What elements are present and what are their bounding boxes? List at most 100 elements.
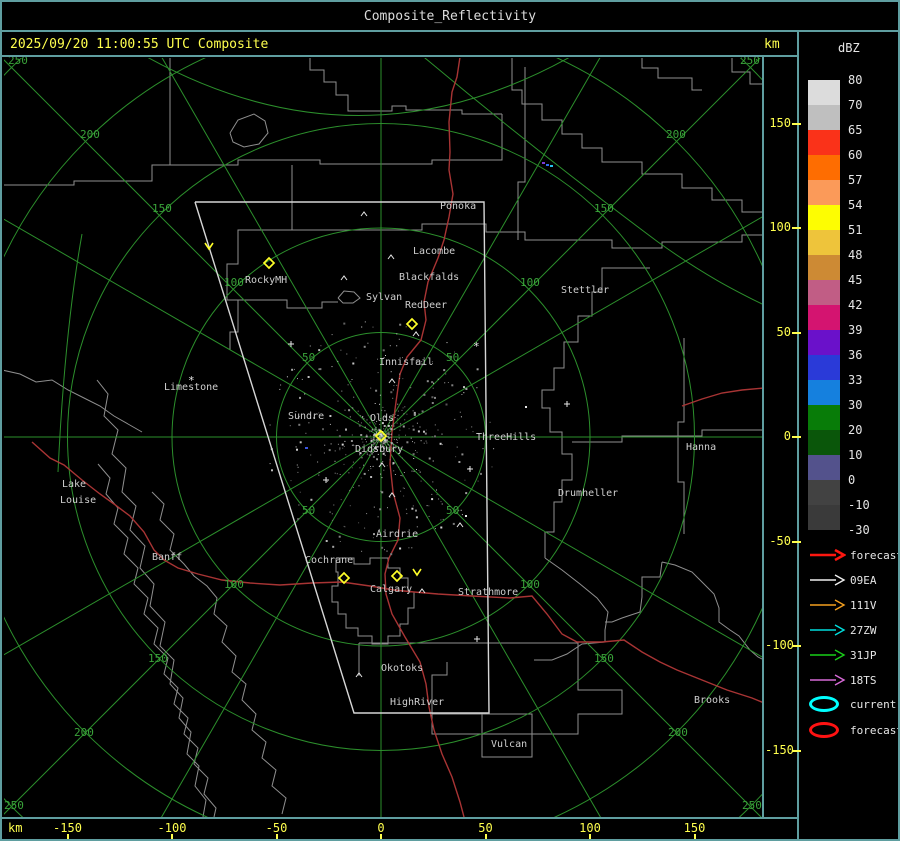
clutter-speckle: [299, 441, 302, 444]
neighbor-range-arc: [57, 233, 83, 473]
asterisk-marker-icon: *: [188, 374, 195, 387]
storm-diamond-icon: [262, 256, 276, 270]
radial-line: [380, 216, 762, 438]
datetime-label: 2025/09/20 11:00:55 UTC Composite: [10, 37, 269, 52]
clutter-speckle: [392, 414, 394, 416]
radial-line: [161, 436, 382, 817]
clutter-speckle: [299, 491, 301, 493]
clutter-speckle: [372, 537, 374, 539]
clutter-speckle: [298, 504, 300, 506]
legend-arrow-icon-18TS: [810, 674, 846, 686]
clutter-speckle: [383, 436, 385, 438]
clutter-speckle: [359, 454, 361, 456]
clutter-speckle: [461, 394, 463, 395]
clutter-speckle: [412, 410, 414, 412]
dbz-scale-label: 48: [848, 248, 863, 262]
bottom-axis-tick: [275, 834, 278, 839]
clutter-speckle: [399, 323, 402, 326]
clutter-speckle: [352, 407, 354, 409]
clutter-speckle: [393, 425, 395, 427]
clutter-speckle: [391, 449, 393, 451]
clutter-speckle: [358, 424, 361, 427]
colorbar-title: dBZ: [838, 41, 860, 55]
clutter-speckle: [413, 458, 415, 459]
clutter-speckle: [383, 357, 385, 359]
clutter-speckle: [388, 449, 390, 451]
clutter-speckle: [339, 541, 341, 542]
clutter-speckle: [325, 540, 328, 542]
clutter-speckle: [389, 345, 391, 347]
clutter-speckle: [379, 441, 381, 443]
clutter-speckle: [399, 426, 401, 428]
clutter-speckle: [329, 423, 331, 425]
clutter-speckle: [491, 466, 493, 468]
clutter-speckle: [352, 444, 354, 446]
clutter-speckle: [305, 432, 307, 434]
clutter-speckle: [372, 429, 374, 431]
clutter-speckle: [368, 469, 369, 471]
clutter-speckle: [384, 451, 386, 453]
county-border: [572, 429, 762, 443]
clutter-speckle: [377, 358, 378, 360]
clutter-speckle: [386, 465, 388, 467]
clutter-speckle: [381, 432, 382, 434]
clutter-speckle: [270, 448, 273, 451]
clutter-speckle: [326, 480, 328, 482]
clutter-speckle: [402, 378, 404, 380]
clutter-speckle: [430, 407, 432, 409]
county-border: [97, 463, 217, 817]
clutter-speckle: [351, 467, 353, 469]
clutter-speckle: [423, 393, 426, 396]
clutter-speckle: [343, 525, 345, 527]
radial-line: [4, 436, 382, 815]
clutter-speckle: [381, 546, 384, 549]
clutter-speckle: [336, 429, 338, 431]
clutter-speckle: [349, 489, 350, 491]
clutter-speckle: [431, 498, 434, 501]
clutter-speckle: [384, 441, 387, 444]
clutter-speckle: [310, 498, 313, 501]
clutter-speckle: [372, 326, 374, 328]
clutter-speckle: [381, 445, 383, 447]
dbz-scale-label: 20: [848, 423, 863, 437]
clutter-speckle: [436, 489, 437, 491]
bottom-axis-tick: [380, 834, 382, 839]
clutter-speckle: [358, 522, 360, 524]
clutter-speckle: [371, 430, 373, 432]
clutter-speckle: [471, 426, 473, 428]
clutter-speckle: [387, 424, 390, 427]
clutter-speckle: [398, 437, 400, 439]
clutter-speckle: [377, 439, 379, 441]
clutter-speckle: [375, 446, 376, 447]
clutter-speckle: [378, 429, 381, 432]
bottom-axis-tick-label: -100: [157, 821, 187, 835]
dbz-scale-label: -30: [848, 523, 870, 537]
clutter-speckle: [386, 436, 388, 438]
clutter-speckle: [351, 407, 353, 409]
clutter-speckle: [433, 382, 434, 384]
clutter-speckle: [402, 425, 405, 428]
clutter-speckle: [338, 535, 341, 538]
clutter-speckle: [424, 432, 427, 435]
clutter-speckle: [476, 387, 478, 389]
clutter-speckle: [348, 472, 350, 474]
clutter-speckle: [404, 406, 406, 408]
clutter-speckle: [396, 442, 398, 444]
clutter-speckle: [328, 449, 331, 452]
dbz-scale-label: 0: [848, 473, 856, 487]
right-axis-tick: [792, 645, 801, 647]
clutter-speckle: [280, 384, 282, 386]
clutter-speckle: [373, 450, 375, 452]
town-caret-icon: [378, 462, 386, 468]
clutter-speckle: [370, 415, 371, 417]
clutter-speckle: [380, 458, 382, 460]
clutter-speckle: [390, 436, 392, 438]
clutter-speckle: [361, 550, 363, 552]
county-border: [4, 114, 503, 186]
county-border: [517, 67, 526, 240]
clutter-speckle: [376, 459, 378, 461]
clutter-speckle: [393, 423, 395, 425]
dbz-scale-label: -10: [848, 498, 870, 512]
panel-divider: [797, 32, 799, 839]
